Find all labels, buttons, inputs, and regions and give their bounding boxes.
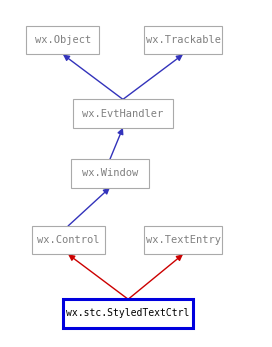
- Bar: [144, 226, 222, 254]
- Bar: [26, 26, 100, 54]
- Text: wx.EvtHandler: wx.EvtHandler: [82, 109, 163, 119]
- Text: wx.Window: wx.Window: [82, 169, 138, 178]
- Bar: [63, 299, 193, 328]
- Text: wx.Object: wx.Object: [35, 35, 91, 45]
- Text: wx.Control: wx.Control: [37, 235, 99, 245]
- Text: wx.stc.StyledTextCtrl: wx.stc.StyledTextCtrl: [66, 308, 190, 319]
- Bar: [32, 226, 105, 254]
- Text: wx.Trackable: wx.Trackable: [146, 35, 221, 45]
- Text: wx.TextEntry: wx.TextEntry: [146, 235, 221, 245]
- Bar: [73, 99, 172, 128]
- Bar: [144, 26, 222, 54]
- Bar: [71, 159, 149, 188]
